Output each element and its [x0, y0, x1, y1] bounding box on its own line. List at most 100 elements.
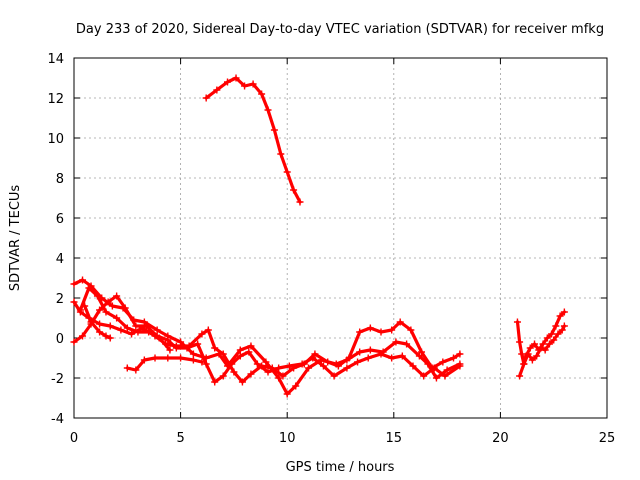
data-point: [311, 350, 319, 358]
data-point: [388, 354, 396, 362]
x-axis-label: GPS time / hours: [286, 460, 395, 475]
data-point: [262, 358, 270, 366]
data-point: [356, 328, 364, 336]
data-point: [552, 322, 560, 330]
y-tick-label: 6: [56, 212, 64, 227]
data-point: [211, 378, 219, 386]
data-point: [343, 364, 351, 372]
data-point: [409, 362, 417, 370]
data-point: [140, 356, 148, 364]
data-point: [134, 328, 142, 336]
data-point: [545, 340, 553, 348]
data-point: [224, 78, 232, 86]
series-arc-4: [76, 284, 174, 354]
data-point: [298, 360, 306, 368]
data-point: [70, 280, 78, 288]
data-point: [430, 364, 438, 372]
data-point: [560, 322, 568, 330]
data-point: [164, 336, 172, 344]
data-point: [236, 346, 244, 354]
data-point: [305, 364, 313, 372]
data-point: [439, 358, 447, 366]
x-tick-label: 5: [176, 431, 184, 446]
data-point: [117, 326, 125, 334]
data-point: [366, 346, 374, 354]
data-point: [398, 352, 406, 360]
data-point: [113, 292, 121, 300]
data-point: [172, 344, 180, 352]
y-axis-label: SDTVAR / TECUs: [8, 185, 23, 292]
data-point: [324, 358, 332, 366]
data-point: [292, 382, 300, 390]
series-line: [78, 286, 172, 352]
data-point: [296, 198, 304, 206]
data-point: [554, 330, 562, 338]
data-point: [456, 350, 464, 358]
data-point: [290, 186, 298, 194]
data-point: [432, 374, 440, 382]
data-point: [543, 334, 551, 342]
data-point: [211, 344, 219, 352]
data-point: [76, 306, 84, 314]
data-point: [145, 328, 153, 336]
data-point: [232, 74, 240, 82]
data-point: [264, 106, 272, 114]
data-point: [151, 354, 159, 362]
data-point: [533, 352, 541, 360]
data-point: [106, 334, 114, 342]
data-point: [253, 360, 261, 368]
data-point: [548, 330, 556, 338]
data-point: [441, 372, 449, 380]
data-point: [132, 322, 140, 330]
data-point: [166, 346, 174, 354]
data-point: [531, 340, 539, 348]
y-tick-label: -2: [51, 372, 64, 387]
data-point: [392, 338, 400, 346]
data-point: [87, 318, 95, 326]
x-tick-label: 15: [386, 431, 403, 446]
data-point: [230, 368, 238, 376]
data-point: [81, 302, 89, 310]
data-point: [121, 304, 129, 312]
x-tick-label: 20: [492, 431, 509, 446]
data-point: [123, 364, 131, 372]
data-point: [96, 320, 104, 328]
data-point: [102, 308, 110, 316]
data-point: [104, 298, 112, 306]
data-point: [456, 362, 464, 370]
data-point: [123, 324, 131, 332]
data-point: [189, 350, 197, 358]
data-point: [275, 374, 283, 382]
data-point: [102, 332, 110, 340]
data-point: [279, 372, 287, 380]
y-tick-label: -4: [51, 412, 64, 427]
x-tick-label: 25: [599, 431, 616, 446]
data-point: [270, 126, 278, 134]
data-point: [96, 306, 104, 314]
data-point: [245, 348, 253, 356]
data-point: [93, 292, 101, 300]
data-point: [415, 352, 423, 360]
data-point: [258, 90, 266, 98]
data-point: [189, 356, 197, 364]
data-point: [550, 336, 558, 344]
data-point: [142, 322, 150, 330]
series-arc-9: [516, 322, 568, 380]
data-point: [79, 332, 87, 340]
series-arc-7: [202, 74, 304, 206]
grid: [74, 58, 607, 418]
data-point: [356, 348, 364, 356]
data-point: [388, 326, 396, 334]
data-point: [334, 362, 342, 370]
data-point: [108, 302, 116, 310]
data-point: [345, 354, 353, 362]
data-point: [539, 340, 547, 348]
data-point: [236, 352, 244, 360]
series-arc-5: [81, 302, 114, 342]
data-point: [516, 372, 524, 380]
data-point: [518, 350, 526, 358]
data-point: [70, 338, 78, 346]
data-point: [283, 168, 291, 176]
data-point: [140, 318, 148, 326]
data-point: [132, 366, 140, 374]
